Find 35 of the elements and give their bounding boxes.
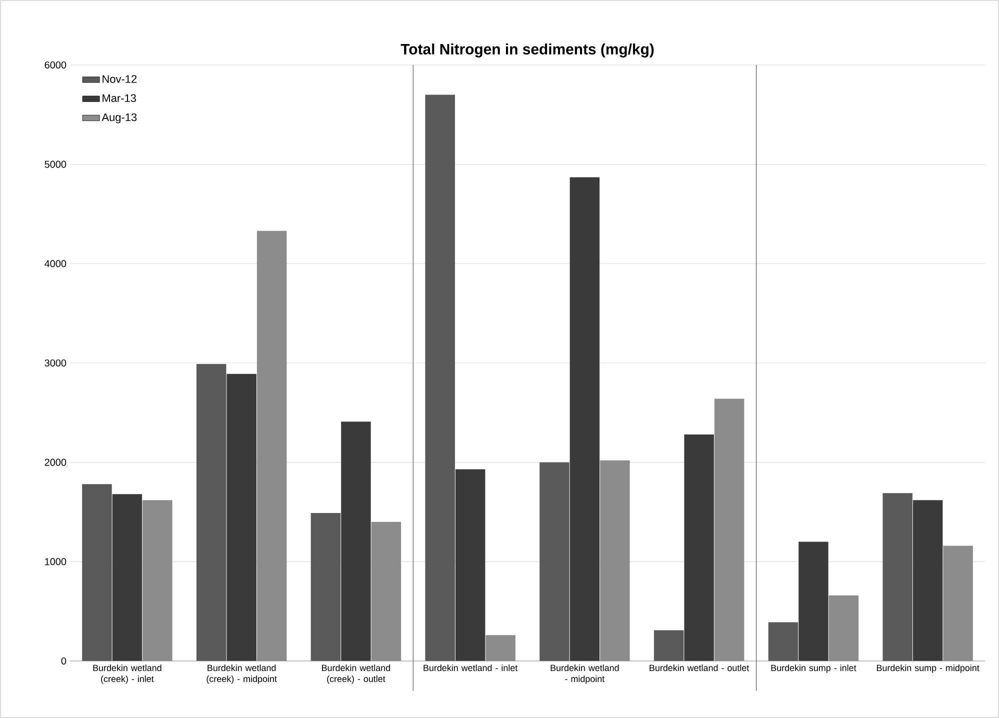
y-tick-label: 0: [61, 657, 66, 665]
x-tick-label: Burdekin wetland (creek) - midpoint: [206, 664, 277, 684]
bar: [882, 493, 912, 661]
bar: [455, 469, 486, 661]
bar: [226, 374, 256, 661]
y-tick-label: 6000: [44, 61, 66, 69]
y-tick-label: 1000: [45, 558, 66, 566]
legend-label: Nov-12: [102, 75, 137, 83]
x-tick-label: Burdekin wetland (creek) - inlet: [93, 664, 162, 684]
bar: [540, 462, 570, 661]
bar: [425, 94, 455, 661]
x-tick-label: Burdekin wetland (creek) - outlet: [322, 664, 390, 684]
bar: [768, 622, 798, 661]
bar: [798, 542, 828, 661]
legend-label: Mar-13: [102, 94, 136, 102]
bar: [196, 364, 226, 661]
y-tick-label: 4000: [44, 260, 66, 268]
chart-title: Total Nitrogen in sediments (mg/kg): [400, 43, 654, 58]
x-tick-label: Burdekin wetland - midpoint: [550, 664, 619, 684]
bar: [341, 422, 371, 661]
y-tick-label: 2000: [44, 458, 66, 466]
bar: [654, 630, 684, 661]
x-tick-label: Burdekin sump - midpoint: [876, 664, 980, 673]
y-tick-label: 5000: [44, 160, 66, 168]
x-tick-label: Burdekin wetland - outlet: [650, 664, 750, 672]
bar: [112, 494, 142, 661]
bar: [82, 484, 112, 661]
x-tick-label: Burdekin wetland - inlet: [424, 664, 518, 672]
bar: [310, 512, 341, 661]
x-tick-label: Burdekin sump - inlet: [771, 664, 856, 673]
bar: [684, 434, 714, 661]
y-tick-label: 3000: [44, 359, 66, 367]
bar: [912, 500, 943, 661]
legend-label: Aug-13: [102, 113, 137, 124]
bar: [570, 177, 600, 661]
